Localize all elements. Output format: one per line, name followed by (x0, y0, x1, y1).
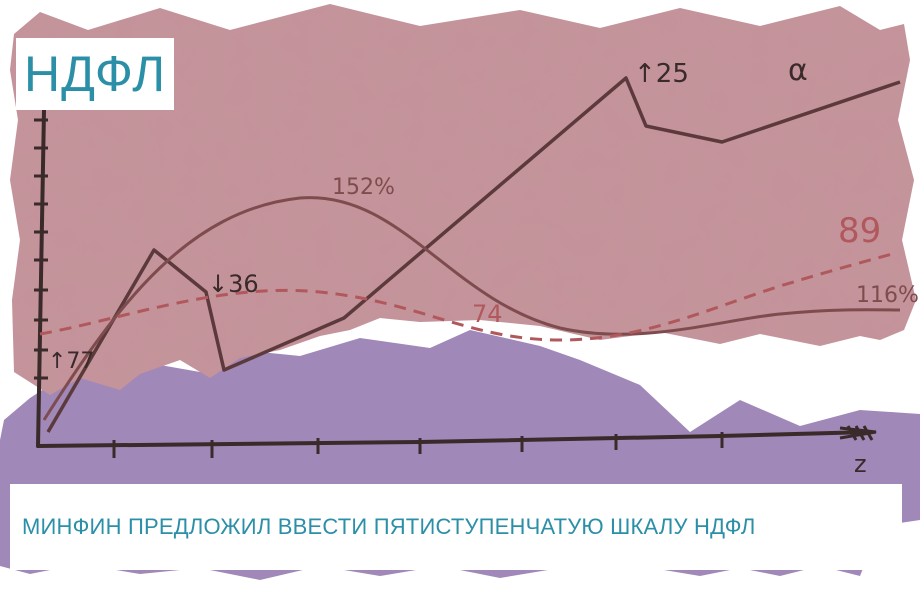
dashed-line (39, 252, 893, 342)
label-89: 89 (838, 211, 881, 251)
label-74: 74 (472, 300, 503, 328)
label-152: 152% (332, 175, 395, 200)
x-axis-arrow-icon (839, 425, 877, 441)
headline-bar: МИНФИН ПРЕДЛОЖИЛ ВВЕСТИ ПЯТИСТУПЕНЧАТУЮ … (10, 484, 902, 570)
label-125: ↑25 (634, 59, 689, 89)
y-axis (36, 108, 46, 448)
label-z: z (854, 450, 867, 478)
y-axis-ticks (34, 118, 48, 380)
curve-line (42, 196, 901, 421)
headline-text: МИНФИН ПРЕДЛОЖИЛ ВВЕСТИ ПЯТИСТУПЕНЧАТУЮ … (22, 514, 756, 539)
label-136: ↓36 (208, 270, 259, 298)
label-alpha: α (788, 53, 808, 88)
label-116: 116% (856, 283, 919, 308)
x-axis-ticks (112, 432, 724, 458)
topic-tag-text: НДФЛ (23, 46, 167, 102)
rose-paper (10, 4, 916, 395)
topic-tag: НДФЛ (16, 38, 174, 110)
jagged-line (46, 76, 901, 433)
label-177: ↑77 (48, 349, 94, 374)
x-axis (36, 430, 872, 448)
